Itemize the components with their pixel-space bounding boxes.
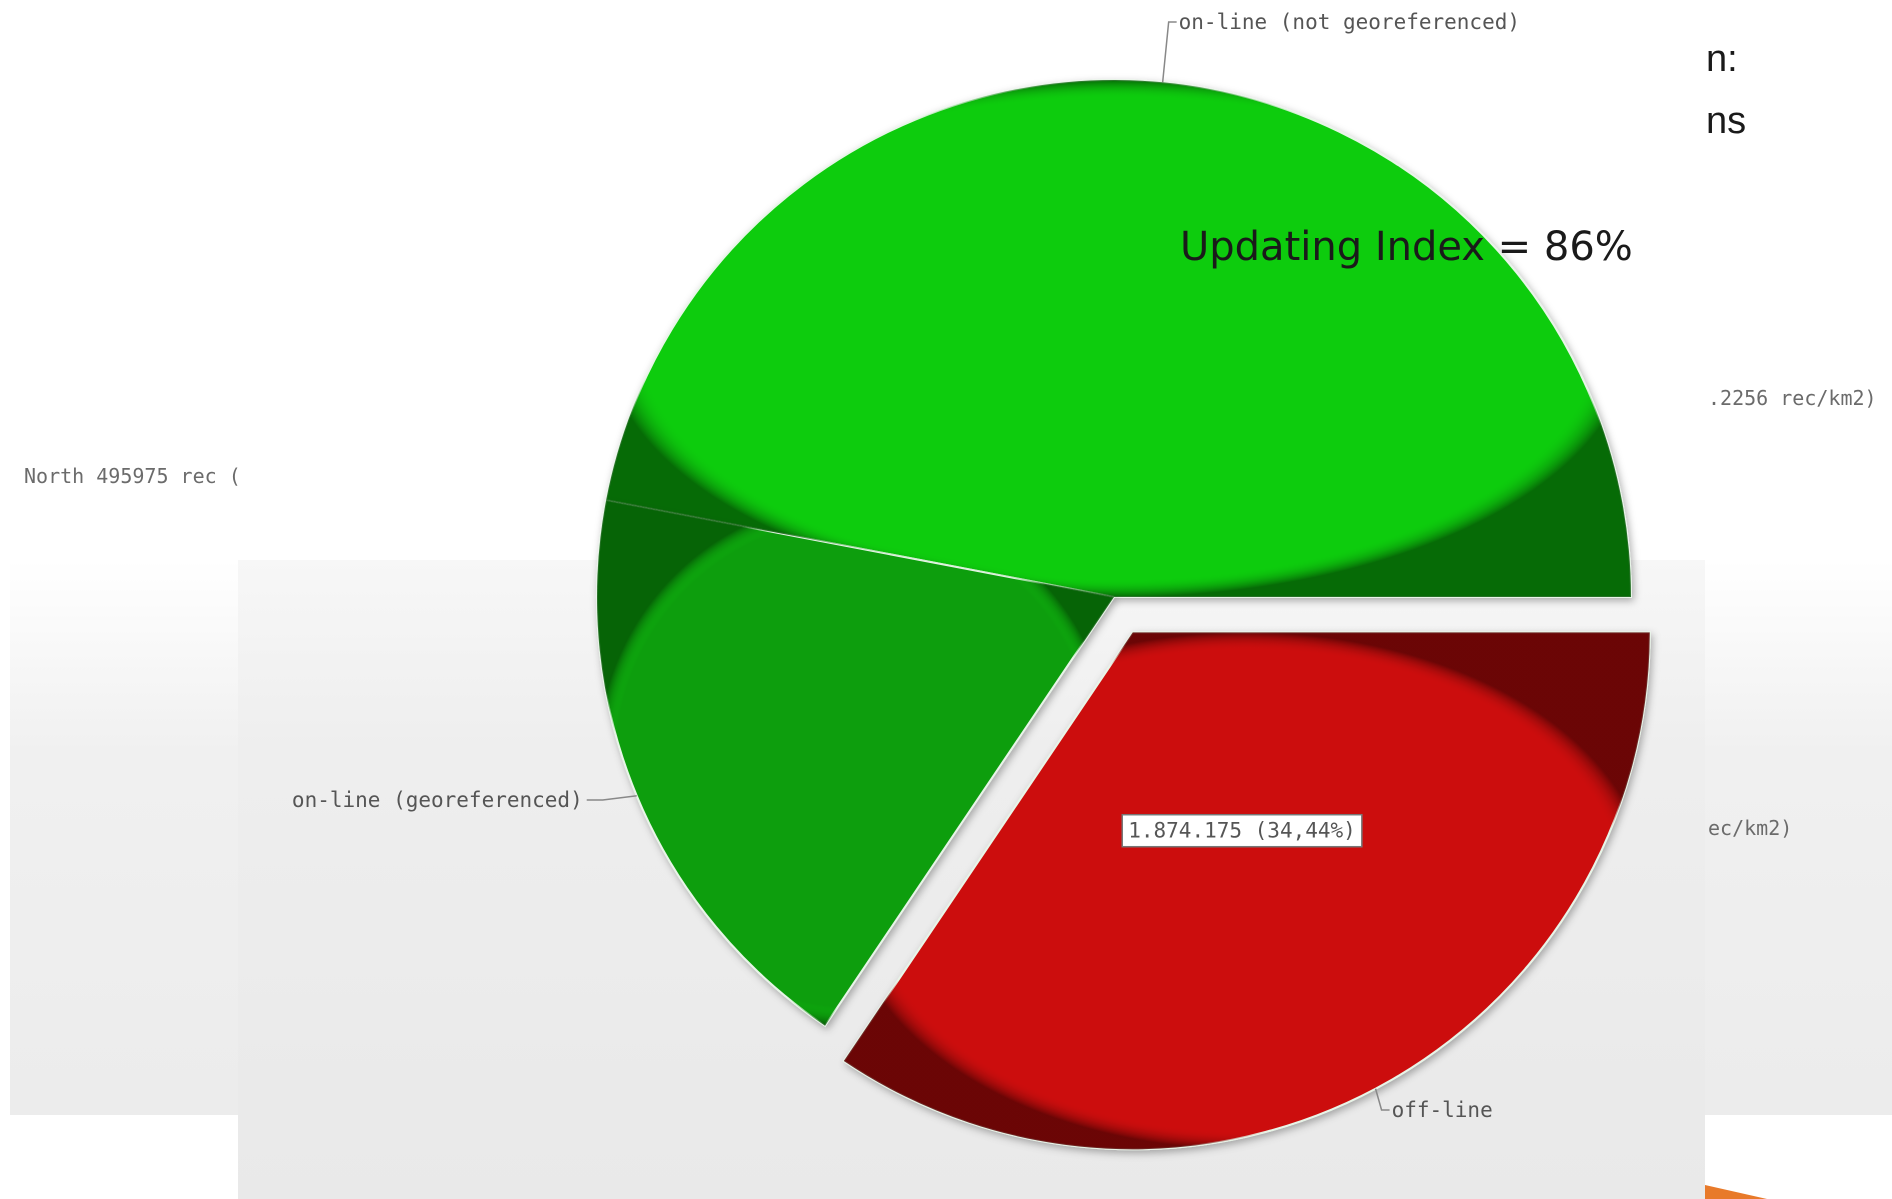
pie-slice-on-line-not-georeferenced[interactable] <box>604 79 1633 598</box>
leader-line-on-line-georeferenced <box>586 795 637 801</box>
slice-label-on-line-not-georeferenced: on-line (not georeferenced) <box>1179 10 1520 34</box>
partial-region-label-left: North 495975 rec ( <box>24 464 241 488</box>
updating-index-annotation: Updating Index = 86% <box>1180 224 1633 270</box>
partial-region-label-right-1: .2256 rec/km2) <box>1708 386 1877 410</box>
leader-line-off-line <box>1374 1088 1390 1111</box>
slice-label-off-line: off-line <box>1392 1098 1493 1122</box>
partial-region-label-right-2: ec/km2) <box>1708 816 1793 840</box>
value-tooltip-box <box>1121 813 1363 848</box>
slice-label-on-line-georeferenced: on-line (georeferenced) <box>292 788 583 812</box>
partial-slide-text-2: ns <box>1706 100 1747 142</box>
partial-slide-text-1: n: <box>1706 38 1738 80</box>
orange-arrow-shape <box>1705 1185 1767 1199</box>
leader-line-on-line-not-georeferenced <box>1161 21 1177 83</box>
slice-value-label-off-line: 1.874.175 (34,44%) <box>1128 819 1356 843</box>
